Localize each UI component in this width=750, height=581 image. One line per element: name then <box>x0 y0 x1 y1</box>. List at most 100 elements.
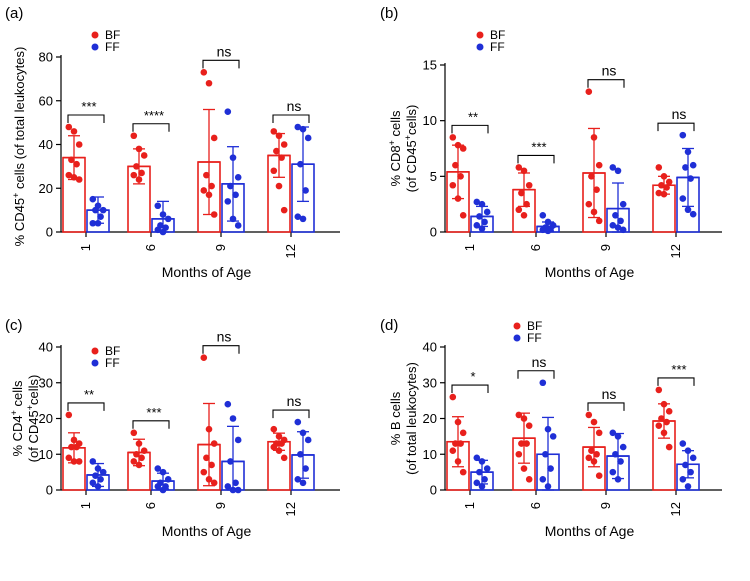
legend-marker-bf <box>91 31 99 39</box>
data-point-ff <box>687 468 694 476</box>
y-tick-label: 5 <box>430 169 437 184</box>
data-point-bf <box>130 171 138 179</box>
data-point-ff <box>619 200 627 208</box>
data-point-ff <box>689 210 697 218</box>
data-point-bf <box>205 475 213 483</box>
data-point-ff <box>544 483 552 490</box>
data-point-bf <box>449 447 457 454</box>
panel-label: (a) <box>5 5 23 22</box>
data-point-bf <box>135 461 143 469</box>
legend-label-ff: FF <box>527 331 542 345</box>
data-point-ff <box>689 454 697 462</box>
data-point-ff <box>612 212 619 219</box>
data-point-bf <box>75 458 83 465</box>
data-point-ff <box>612 450 619 458</box>
data-point-bf <box>655 189 663 197</box>
data-point-bf <box>135 440 143 447</box>
data-point-bf <box>65 171 73 179</box>
data-point-ff <box>684 148 692 156</box>
data-point-bf <box>515 206 523 214</box>
data-point-bf <box>270 167 278 175</box>
data-point-bf <box>280 454 288 462</box>
data-point-bf <box>203 454 210 462</box>
data-point-bf <box>135 176 143 183</box>
data-point-bf <box>70 174 78 181</box>
y-tick-label: 0 <box>46 483 53 498</box>
data-point-ff <box>544 425 552 433</box>
y-axis-title: % CD45+ cells (of total leukocytes) <box>11 47 27 247</box>
data-point-bf <box>200 354 208 362</box>
data-point-ff <box>294 213 302 220</box>
data-point-ff <box>476 213 483 220</box>
data-point-ff <box>89 479 97 487</box>
data-point-ff <box>539 212 547 219</box>
x-tick-label: 12 <box>283 244 298 258</box>
data-point-bf <box>525 475 533 483</box>
data-point-ff <box>687 175 694 182</box>
data-point-bf <box>585 411 593 419</box>
data-point-bf <box>73 160 80 168</box>
data-point-bf <box>449 393 457 401</box>
significance-label: *** <box>81 99 96 114</box>
data-point-bf <box>275 447 283 454</box>
y-tick-label: 10 <box>423 113 437 128</box>
data-point-bf <box>520 212 528 219</box>
panel-c: (c) 0 10 20 30 40 1 6 9 12 Months of Age % CD4+ cel… <box>5 317 340 539</box>
data-point-ff <box>682 164 689 171</box>
data-point-bf <box>525 181 533 189</box>
data-point-bf <box>454 458 462 465</box>
panel-b: (b) 0 5 10 15 1 6 9 12 Months of Age % CD8+ cells(… <box>380 5 722 280</box>
x-tick-label: 9 <box>598 244 613 251</box>
panel-label: (d) <box>380 317 398 334</box>
data-point-ff <box>609 468 617 476</box>
significance-label: ns <box>672 106 687 122</box>
significance-bracket <box>202 345 240 354</box>
panel-d: (d) 0 10 20 30 40 1 6 9 12 Months of Age % B cells(… <box>380 317 722 539</box>
data-point-ff <box>299 125 307 133</box>
data-point-bf <box>210 134 218 142</box>
data-point-bf <box>133 163 140 170</box>
legend-label-bf: BF <box>527 319 542 333</box>
data-point-ff <box>224 198 232 205</box>
data-point-bf <box>595 217 603 225</box>
data-point-ff <box>689 161 697 169</box>
data-point-bf <box>70 436 78 444</box>
x-tick-label: 9 <box>213 502 228 509</box>
x-axis-title: Months of Age <box>162 264 252 280</box>
data-point-bf <box>280 141 288 148</box>
data-point-bf <box>210 440 218 447</box>
significance-bracket <box>657 377 695 386</box>
data-point-ff <box>481 475 488 483</box>
data-point-ff <box>304 436 312 444</box>
data-point-bf <box>585 454 593 462</box>
data-point-ff <box>684 206 692 214</box>
data-point-bf <box>590 208 598 216</box>
data-point-ff <box>483 208 491 216</box>
data-point-bf <box>70 128 78 135</box>
data-point-ff <box>614 433 622 440</box>
significance-bracket <box>202 59 240 69</box>
significance-label: ns <box>287 393 302 409</box>
data-point-ff <box>614 167 622 175</box>
data-point-bf <box>658 415 665 422</box>
legend-label-ff: FF <box>490 40 505 54</box>
y-tick-label: 0 <box>430 225 437 240</box>
data-point-ff <box>94 465 102 472</box>
data-point-bf <box>660 173 668 180</box>
data-point-bf <box>75 176 83 183</box>
significance-label: *** <box>531 139 546 154</box>
data-point-ff <box>614 475 622 483</box>
data-point-ff <box>481 218 488 226</box>
data-point-ff <box>684 447 692 454</box>
significance-bracket <box>517 154 555 164</box>
data-point-ff <box>483 465 491 472</box>
data-point-bf <box>68 443 75 451</box>
data-point-bf <box>130 458 138 465</box>
data-point-bf <box>452 161 459 169</box>
data-point-ff <box>154 465 162 472</box>
x-tick-label: 12 <box>668 244 683 258</box>
y-axis-title-line2: (of CD45+cells) <box>403 105 419 193</box>
data-point-bf <box>520 415 528 422</box>
